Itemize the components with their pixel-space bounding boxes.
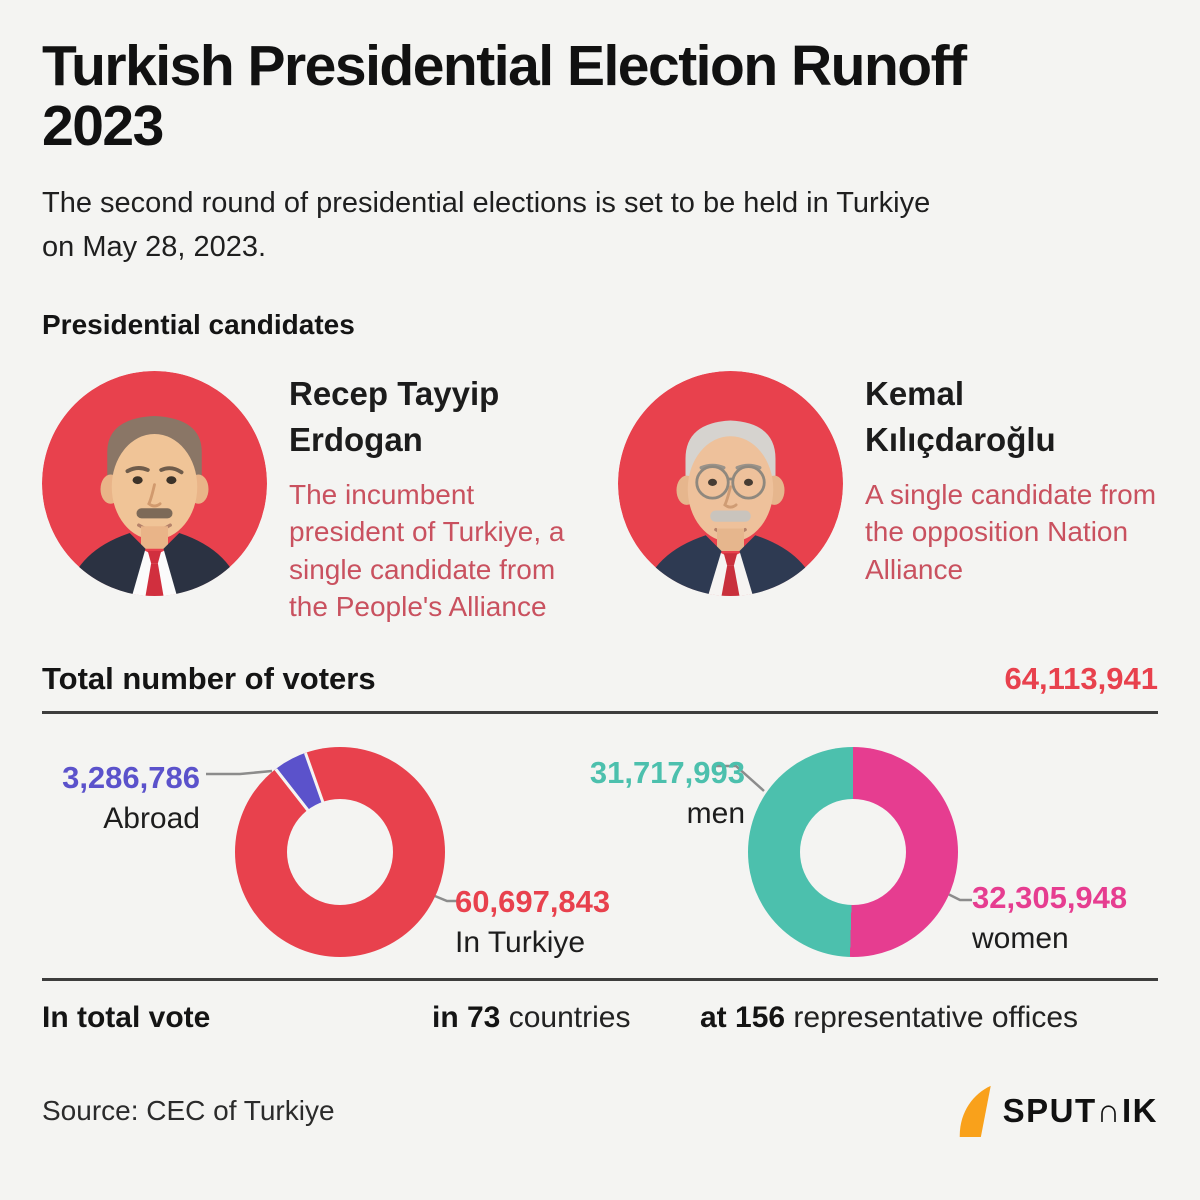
charts-section: 3,286,786 Abroad 60,697,843 In Turkiye 3… <box>42 714 1158 964</box>
women-value: 32,305,948 <box>972 879 1128 915</box>
candidate-card-erdogan: Recep Tayyip Erdogan The incumbent presi… <box>42 370 618 625</box>
stat-offices: at 156 representative offices <box>700 1001 1078 1035</box>
total-voters-value: 64,113,941 <box>1004 660 1158 696</box>
label-abroad: 3,286,786 Abroad <box>30 760 200 836</box>
stat-countries-number: in 73 <box>432 1000 501 1034</box>
candidate-description-kilicdaroglu: A single candidate from the opposition N… <box>865 479 1157 585</box>
page-title: Turkish Presidential Election Runoff 202… <box>42 36 1158 157</box>
men-value: 31,717,993 <box>589 754 745 790</box>
stat-offices-text: representative offices <box>793 1000 1079 1034</box>
page-title-line1: Turkish Presidential Election Runoff <box>42 34 967 98</box>
candidate-photo-erdogan <box>42 370 267 596</box>
divider-bottom <box>42 977 1158 981</box>
total-voters-label: Total number of voters <box>42 660 376 696</box>
sputnik-flame-icon <box>959 1085 991 1137</box>
total-voters-row: Total number of voters 64,113,941 <box>42 661 1158 697</box>
subtitle-line2: on May 28, 2023. <box>42 230 267 263</box>
label-men: 31,717,993 men <box>545 755 745 831</box>
page-title-line2: 2023 <box>42 94 164 159</box>
donut-hole <box>287 798 393 905</box>
stats-label: In total vote <box>42 1000 211 1034</box>
sputnik-wordmark: SPUT∩IK <box>1002 1091 1158 1129</box>
candidate-card-kilicdaroglu: Kemal Kılıçdaroğlu A single candidate fr… <box>618 370 1175 625</box>
source-credit: Source: CEC of Turkiye <box>42 1094 335 1126</box>
in-turkiye-label: In Turkiye <box>455 925 586 959</box>
candidate-text-erdogan: Recep Tayyip Erdogan The incumbent presi… <box>289 371 589 625</box>
donut-hole <box>800 798 906 905</box>
section-heading-candidates: Presidential candidates <box>42 308 355 340</box>
subtitle-line1: The second round of presidential electio… <box>42 186 931 219</box>
connector-lines <box>206 764 972 903</box>
donut-chart-gender <box>748 746 958 957</box>
label-women: 32,305,948 women <box>972 880 1127 956</box>
candidate-name-erdogan: Recep Tayyip Erdogan <box>289 374 500 458</box>
erdogan-portrait-icon <box>42 370 267 596</box>
stat-offices-number: at 156 <box>700 1000 786 1034</box>
sputnik-logo: SPUT∩IK <box>955 1085 1158 1137</box>
candidate-text-kilicdaroglu: Kemal Kılıçdaroğlu A single candidate fr… <box>865 371 1175 625</box>
candidate-name-kilicdaroglu: Kemal Kılıçdaroğlu <box>865 374 1056 458</box>
label-in-turkiye: 60,697,843 In Turkiye <box>455 884 610 960</box>
abroad-label: Abroad <box>103 801 200 835</box>
candidate-photo-kilicdaroglu <box>618 370 843 596</box>
candidate-description-erdogan: The incumbent president of Turkiye, a si… <box>289 479 565 622</box>
men-label: men <box>686 796 745 830</box>
stat-countries-text: countries <box>508 1000 631 1034</box>
kilicdaroglu-portrait-icon <box>618 370 843 596</box>
footer: Source: CEC of Turkiye SPUT∩IK <box>42 1085 1158 1137</box>
candidates-row: Recep Tayyip Erdogan The incumbent presi… <box>42 370 1158 625</box>
stat-countries: in 73 countries <box>432 1001 700 1035</box>
women-label: women <box>972 921 1069 955</box>
abroad-value: 3,286,786 <box>62 759 200 795</box>
stats-row: In total vote in 73 countries at 156 rep… <box>42 1001 1158 1035</box>
divider-top <box>42 710 1158 714</box>
in-turkiye-value: 60,697,843 <box>455 883 611 919</box>
subtitle: The second round of presidential electio… <box>42 181 1158 269</box>
donut-chart-location <box>235 746 445 957</box>
